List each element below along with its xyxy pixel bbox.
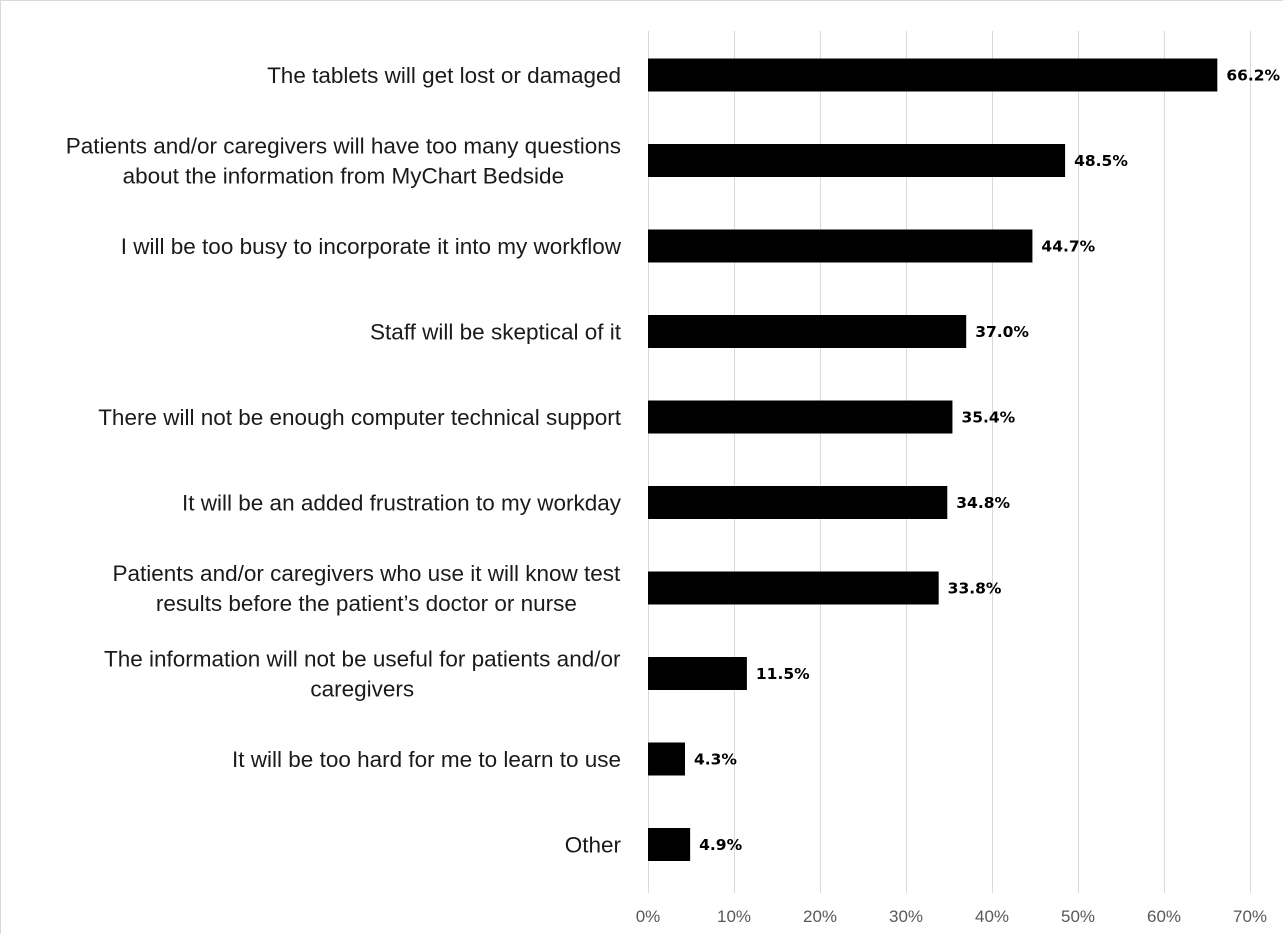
x-tick-label: 60% — [1147, 907, 1181, 926]
category-label-line: Staff will be skeptical of it — [370, 320, 622, 345]
bar — [648, 315, 967, 348]
category-label: The information will not be useful for p… — [104, 647, 621, 702]
x-tick-label: 20% — [803, 907, 837, 926]
category-label: It will be an added frustration to my wo… — [182, 491, 622, 516]
data-label: 34.8% — [956, 494, 1010, 512]
category-label-line: about the information from MyChart Bedsi… — [123, 164, 564, 189]
category-label-line: Patients and/or caregivers will have too… — [66, 134, 621, 159]
data-label: 48.5% — [1074, 152, 1128, 170]
category-label: It will be too hard for me to learn to u… — [232, 747, 621, 772]
bar — [648, 486, 948, 519]
category-label: The tablets will get lost or damaged — [267, 63, 621, 88]
data-label: 4.3% — [694, 751, 737, 769]
category-label-line: There will not be enough computer techni… — [98, 405, 622, 430]
data-label: 66.2% — [1226, 67, 1280, 85]
bar — [648, 144, 1066, 177]
x-tick-label: 50% — [1061, 907, 1095, 926]
data-label: 11.5% — [756, 665, 810, 683]
category-label-line: results before the patient’s doctor or n… — [156, 591, 577, 616]
category-label-line: It will be an added frustration to my wo… — [182, 491, 622, 516]
category-label-line: The tablets will get lost or damaged — [267, 63, 621, 88]
category-label: I will be too busy to incorporate it int… — [121, 234, 622, 259]
category-label: There will not be enough computer techni… — [98, 405, 622, 430]
category-label-line: caregivers — [310, 677, 414, 702]
data-label: 44.7% — [1041, 238, 1095, 256]
category-label-line: Other — [565, 833, 622, 858]
x-tick-label: 0% — [636, 907, 661, 926]
category-label-line: The information will not be useful for p… — [104, 647, 621, 672]
bar — [648, 400, 953, 434]
bar — [648, 58, 1218, 92]
category-label-line: Patients and/or caregivers who use it wi… — [113, 561, 621, 586]
bar — [648, 571, 939, 605]
category-label-line: It will be too hard for me to learn to u… — [232, 747, 621, 772]
x-tick-label: 40% — [975, 907, 1009, 926]
data-label: 37.0% — [975, 323, 1029, 341]
category-label: Other — [565, 833, 622, 858]
category-label: Staff will be skeptical of it — [370, 320, 622, 345]
x-tick-label: 70% — [1233, 907, 1267, 926]
data-label: 33.8% — [948, 580, 1002, 598]
category-label: Patients and/or caregivers will have too… — [66, 134, 621, 189]
data-label: 4.9% — [699, 836, 742, 854]
bar — [648, 742, 685, 776]
category-labels: The tablets will get lost or damaged Pati… — [66, 63, 622, 858]
bar — [648, 828, 691, 861]
data-label: 35.4% — [961, 409, 1015, 427]
x-axis-tick-labels: 0% 10% 20% 30% 40% 50% 60% 70% — [636, 907, 1267, 926]
bar — [648, 657, 747, 690]
bars — [648, 58, 1218, 861]
category-label-line: I will be too busy to incorporate it int… — [121, 234, 622, 259]
category-label: Patients and/or caregivers who use it wi… — [113, 561, 621, 616]
value-labels: 66.2% 48.5% 44.7% 37.0% 35.4% 34.8% 33.8% 11.5%… — [694, 67, 1281, 855]
x-tick-label: 10% — [717, 907, 751, 926]
x-tick-label: 30% — [889, 907, 923, 926]
bar — [648, 229, 1033, 263]
